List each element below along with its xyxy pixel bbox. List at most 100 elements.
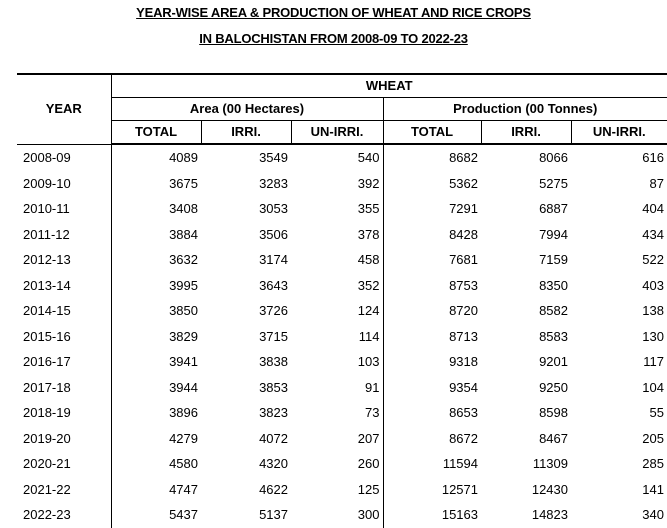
area-unirri-cell: 458 [291,247,384,273]
table-row: 2019-20 4279 4072 207 8672 8467 205 [17,425,667,451]
year-cell: 2018-19 [17,400,112,426]
production-unirri-cell: 130 [642,328,664,344]
table-row: 2009-10 3675 3283 392 5362 5275 87 [17,170,667,196]
area-total-cell: 3632 [169,252,198,267]
table-row: 2012-13 3632 3174 458 7681 7159 522 [17,247,667,273]
area-irri-cell: 3715 [259,328,288,344]
area-irri-cell: 3838 [259,354,288,369]
area-irri-cell: 3053 [259,201,288,216]
area-total-cell: 4089 [169,150,198,165]
production-irri-cell: 6887 [539,201,568,216]
production-total-cell: 5362 [449,175,478,191]
production-unirri-cell: 522 [642,252,664,267]
production-irri-cell: 8467 [539,430,568,446]
production-total-cell: 8653 [449,405,478,420]
year-cell: 2021-22 [17,476,112,502]
year-cell: 2016-17 [17,349,112,375]
crop-header: WHEAT [110,73,667,98]
table-row: 2011-12 3884 3506 378 8428 7994 434 [17,221,667,247]
production-unirri-cell: 616 [642,150,664,165]
production-total-cell: 8720 [449,303,478,318]
production-irri-cell: 5275 [539,175,568,191]
table-row: 2020-21 4580 4320 260 11594 11309 285 [17,451,667,477]
production-total-cell: 7291 [449,201,478,216]
production-total-cell: 7681 [449,252,478,267]
production-unirri-cell: 403 [642,277,664,293]
area-irri-cell: 3506 [259,226,288,242]
area-unirri-cell: 540 [291,144,384,171]
area-unirri-cell: 125 [291,476,384,502]
production-total-cell: 8672 [449,430,478,446]
table-row: 2013-14 3995 3643 352 8753 8350 403 [17,272,667,298]
production-total-cell: 15163 [441,507,478,522]
production-irri-cell: 8583 [539,328,568,344]
production-unirri-cell: 205 [642,430,664,446]
table-row: 2021-22 4747 4622 125 12571 12430 141 [17,476,667,502]
area-irri-cell: 3283 [259,175,288,191]
area-total-cell: 3896 [169,405,198,420]
production-irri-cell: 8066 [539,150,568,165]
area-irri-cell: 4622 [259,481,288,497]
production-irri-cell: 7994 [539,226,568,242]
production-unirri-cell: 117 [643,354,664,369]
area-total-cell: 3995 [169,277,198,293]
title-line-1: YEAR-WISE AREA & PRODUCTION OF WHEAT AND… [136,5,531,20]
area-unirri-cell: 392 [291,170,384,196]
area-total-cell: 5437 [169,507,198,522]
production-unirri-cell: 340 [642,507,664,522]
production-unirri-cell: 87 [649,175,664,191]
area-total-cell: 3944 [169,379,198,395]
production-irri-cell: 8598 [539,405,568,420]
table-body: 2008-09 4089 3549 540 8682 8066 616 2009-10 3675… [17,144,667,528]
area-unirri-cell: 73 [291,400,384,426]
production-unirri-header: UN-IRRI. [570,120,667,145]
area-irri-header: IRRI. [200,120,292,145]
area-unirri-cell: 260 [291,451,384,477]
year-cell: 2010-11 [17,196,112,222]
year-cell: 2008-09 [17,144,112,171]
table-row: 2008-09 4089 3549 540 8682 8066 616 [17,144,667,171]
production-total-cell: 8682 [449,150,478,165]
production-unirri-cell: 104 [642,379,664,395]
area-total-cell: 3408 [169,201,198,216]
area-total-cell: 3884 [169,226,198,242]
area-group-header: Area (00 Hectares) [110,97,384,121]
production-irri-cell: 9201 [539,354,568,369]
area-unirri-cell: 207 [291,425,384,451]
production-unirri-cell: 404 [642,201,664,216]
area-irri-cell: 3726 [259,303,288,318]
area-total-cell: 4279 [169,430,198,446]
area-unirri-cell: 91 [291,374,384,400]
area-unirri-header: UN-IRRI. [290,120,384,145]
table-row: 2014-15 3850 3726 124 8720 8582 138 [17,298,667,324]
area-irri-cell: 4320 [259,456,288,471]
year-cell: 2017-18 [17,374,112,400]
production-total-header: TOTAL [382,120,482,145]
production-irri-cell: 8582 [539,303,568,318]
production-irri-cell: 14823 [531,507,568,522]
table-row: 2022-23 5437 5137 300 15163 14823 340 [17,502,667,528]
production-total-cell: 12571 [441,481,478,497]
production-irri-cell: 11309 [532,456,568,471]
year-cell: 2011-12 [17,221,112,247]
year-cell: 2012-13 [17,247,112,273]
production-total-cell: 9354 [449,379,478,395]
year-cell: 2014-15 [17,298,112,324]
area-total-cell: 3675 [169,175,198,191]
area-irri-cell: 4072 [259,430,288,446]
area-irri-cell: 3853 [259,379,288,395]
year-cell: 2009-10 [17,170,112,196]
area-irri-cell: 3174 [259,252,288,267]
production-total-cell: 9318 [449,354,478,369]
production-unirri-cell: 55 [649,405,664,420]
production-total-cell: 11594 [442,456,478,471]
production-unirri-cell: 138 [642,303,664,318]
area-irri-cell: 5137 [259,507,288,522]
area-total-cell: 4747 [169,481,198,497]
area-unirri-cell: 355 [291,196,384,222]
production-irri-cell: 12430 [531,481,568,497]
year-cell: 2019-20 [17,425,112,451]
area-total-cell: 4580 [169,456,198,471]
production-unirri-cell: 434 [642,226,664,242]
wheat-data-table: YEAR WHEAT Area (00 Hectares) Production… [17,73,667,528]
